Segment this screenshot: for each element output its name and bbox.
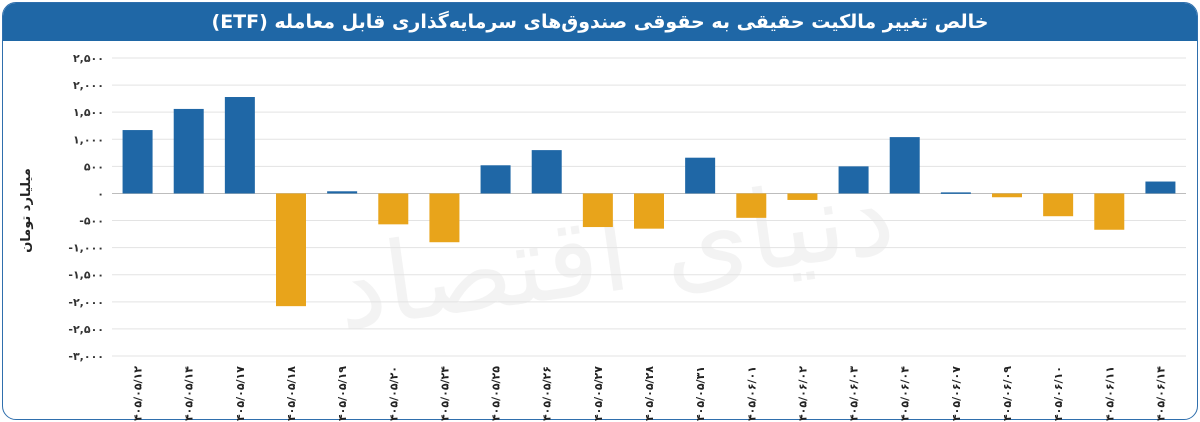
x-tick-label: ۱۴۰۵/۰۵/۱۲	[132, 366, 145, 422]
y-tick-label: ۱,۰۰۰	[73, 133, 104, 146]
x-tick-label: ۱۴۰۵/۰۶/۰۴	[899, 366, 912, 422]
bar	[787, 193, 818, 200]
y-tick-label: -۱,۵۰۰	[68, 269, 104, 282]
bar	[276, 193, 306, 307]
x-tick-label: ۱۴۰۵/۰۵/۲۰	[387, 366, 400, 422]
bar	[173, 108, 204, 194]
bar	[378, 193, 409, 225]
x-tick-label: ۱۴۰۵/۰۶/۰۷	[950, 366, 963, 422]
y-tick-label: ۲,۵۰۰	[73, 52, 104, 65]
chart-title: خالص تغییر مالکیت حقیقی به حقوقی صندوق‌ه…	[211, 11, 989, 33]
x-tick-label: ۱۴۰۵/۰۶/۰۱	[745, 366, 758, 422]
bar	[1145, 181, 1176, 194]
y-tick-label: ۰	[97, 187, 104, 200]
bar	[940, 192, 971, 194]
bar	[429, 193, 460, 243]
x-tick-label: ۱۴۰۵/۰۶/۱۴	[1154, 366, 1167, 422]
bar	[889, 137, 920, 194]
x-tick-label: ۱۴۰۵/۰۵/۱۸	[285, 366, 298, 422]
bar	[327, 191, 358, 194]
bar	[634, 193, 664, 229]
y-tick-label: ۲,۰۰۰	[73, 79, 104, 92]
x-tick-label: ۱۴۰۵/۰۵/۲۷	[592, 366, 605, 422]
bar	[736, 193, 767, 218]
bar	[1043, 193, 1074, 217]
x-tick-label: ۱۴۰۵/۰۵/۱۹	[336, 366, 349, 422]
y-tick-label: -۲,۰۰۰	[68, 296, 104, 309]
y-axis-label: میلیارد تومان	[18, 167, 34, 253]
y-tick-label: -۵۰۰	[79, 215, 104, 228]
x-tick-label: ۱۴۰۵/۰۶/۱۱	[1103, 366, 1116, 422]
x-tick-label: ۱۴۰۵/۰۵/۱۷	[234, 366, 247, 422]
x-tick-label: ۱۴۰۵/۰۵/۲۶	[541, 366, 554, 422]
x-tick-label: ۱۴۰۵/۰۵/۲۴	[438, 366, 451, 422]
x-tick-label: ۱۴۰۵/۰۵/۱۴	[183, 366, 196, 422]
title-bar: خالص تغییر مالکیت حقیقی به حقوقی صندوق‌ه…	[3, 3, 1197, 41]
bar	[838, 166, 869, 194]
x-tick-label: ۱۴۰۵/۰۵/۲۵	[490, 366, 503, 422]
x-tick-label: ۱۴۰۵/۰۶/۰۲	[796, 366, 809, 422]
y-tick-label: ۱,۵۰۰	[73, 106, 104, 119]
x-tick-label: ۱۴۰۵/۰۶/۰۳	[848, 366, 861, 422]
x-tick-label: ۱۴۰۵/۰۶/۰۹	[1001, 366, 1014, 422]
x-tick-label: ۱۴۰۵/۰۵/۲۸	[643, 366, 656, 422]
y-tick-label: -۲,۵۰۰	[68, 323, 104, 336]
y-tick-label: -۳,۰۰۰	[68, 350, 104, 363]
bar	[1094, 193, 1125, 230]
bar	[685, 157, 716, 194]
bar	[122, 130, 153, 194]
bar	[582, 193, 613, 228]
bar	[531, 150, 562, 194]
bar	[480, 165, 511, 194]
bar	[224, 97, 255, 194]
y-axis-label-box: میلیارد تومان	[6, 150, 46, 270]
bar	[992, 193, 1022, 198]
watermark-text: دنیای اقتصاد	[328, 150, 902, 355]
y-tick-label: -۱,۰۰۰	[68, 242, 104, 255]
x-tick-label: ۱۴۰۵/۰۶/۱۰	[1052, 366, 1065, 422]
y-tick-label: ۵۰۰	[84, 160, 104, 173]
x-tick-label: ۱۴۰۵/۰۵/۳۱	[694, 366, 707, 422]
